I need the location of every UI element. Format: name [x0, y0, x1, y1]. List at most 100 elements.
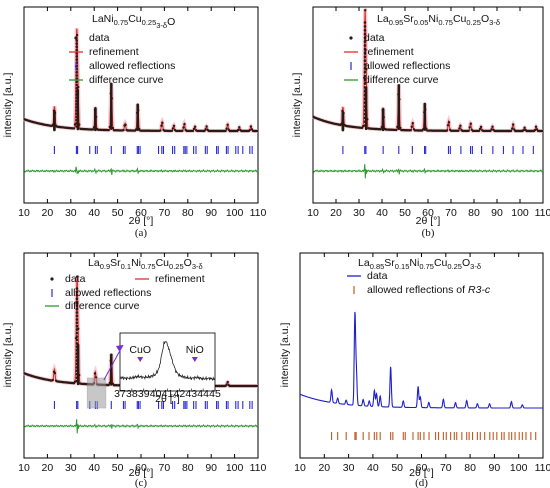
data-point — [522, 128, 525, 132]
data-point — [183, 122, 186, 126]
y-axis-title: intensity [a.u.] — [2, 73, 14, 138]
x-tick-label: 100 — [226, 207, 244, 219]
data-point — [75, 71, 78, 74]
data-point — [249, 125, 253, 128]
data-point — [468, 126, 471, 129]
data-point — [446, 124, 450, 127]
data-point — [205, 125, 208, 128]
inset-frame — [119, 332, 216, 392]
plot-frame — [312, 6, 544, 204]
data-point — [75, 33, 79, 37]
data-point — [533, 128, 537, 132]
data-point — [75, 55, 78, 58]
x-tick-label: 40 — [376, 207, 388, 219]
title-part-sub1: 0.75 — [114, 18, 129, 27]
legend-label-reflections: allowed reflections — [65, 287, 151, 299]
x-tick-label: 40 — [367, 462, 379, 474]
data-point — [397, 84, 401, 87]
data-point — [75, 77, 78, 80]
x-tick-label: 30 — [65, 207, 77, 219]
data-point — [75, 275, 79, 278]
inset-x-tick-label: 37 — [114, 388, 126, 400]
data-point — [225, 127, 228, 130]
title-part-mid: Cu — [128, 13, 142, 25]
data-point — [75, 48, 78, 52]
panel-label: (c) — [135, 477, 148, 488]
title-part-sub3: 0.75 — [438, 18, 453, 27]
data-point — [171, 127, 175, 130]
x-tick-label: 90 — [489, 462, 501, 474]
data-point — [523, 126, 526, 129]
data-point — [363, 59, 367, 62]
data-point — [237, 128, 240, 132]
legend-text-part: allowed reflections of — [367, 284, 468, 296]
data-point — [75, 86, 78, 90]
title-part-sub2: 0.1 — [121, 262, 131, 271]
title-part-sub4: 0.25 — [447, 262, 462, 271]
x-tick-label: 50 — [399, 207, 411, 219]
x-tick-label: 100 — [510, 462, 528, 474]
data-point — [363, 74, 367, 78]
data-point — [51, 378, 55, 382]
data-point — [364, 86, 368, 89]
inset-x-tick-label: 41 — [162, 388, 174, 400]
data-point — [458, 127, 461, 130]
zoom-arrow-icon — [116, 345, 123, 351]
x-axis-title: 2θ [°] — [409, 467, 434, 479]
data-point — [409, 129, 412, 132]
data-point — [136, 103, 139, 106]
title-part-sub5: 3-δ — [192, 262, 203, 271]
x-tick-label: 20 — [42, 207, 54, 219]
data-point — [75, 335, 79, 338]
title-part-mid3: Cu — [156, 257, 170, 269]
data-point — [53, 109, 56, 113]
data-point — [226, 123, 229, 126]
x-tick-label: 40 — [88, 207, 100, 219]
data-point — [75, 58, 78, 61]
data-point — [94, 107, 97, 110]
x-tick-label: 60 — [135, 207, 147, 219]
data-point — [75, 300, 79, 304]
data-curve — [299, 311, 543, 409]
data-point — [75, 83, 78, 87]
data-point — [447, 121, 451, 124]
x-tick-label: 80 — [182, 462, 194, 474]
inset: 37 38 39 40 41 42 43 44 45 2θ [°] — [114, 332, 221, 405]
x-tick-label: 110 — [250, 462, 267, 474]
title-part-sub2: 0.05 — [414, 18, 429, 27]
data-point — [107, 128, 110, 132]
title-part-sub2: 0.15 — [395, 262, 410, 271]
inset-marker-icon — [191, 357, 198, 362]
data-point — [467, 129, 470, 132]
data-point — [363, 32, 367, 36]
data-point — [478, 127, 482, 131]
legend-label-refinement: refinement — [364, 46, 414, 58]
x-tick-label: 20 — [330, 207, 342, 219]
legend-label-data: data — [364, 32, 385, 44]
data-point — [170, 129, 174, 132]
data-point — [75, 324, 79, 328]
data-point — [363, 44, 367, 47]
x-tick-label: 20 — [42, 462, 54, 474]
legend-label-difference: difference curve — [65, 300, 140, 312]
title-part-main: LaNi — [92, 13, 114, 25]
data-point — [363, 25, 367, 28]
x-tick-label: 110 — [535, 462, 550, 474]
data-point — [76, 343, 80, 347]
data-point — [248, 128, 251, 132]
legend-label-reflections: allowed reflections — [364, 60, 450, 72]
title-part-sub3: 3-δ — [156, 21, 167, 30]
data-point — [363, 63, 367, 66]
x-tick-label: 100 — [226, 462, 244, 474]
data-point — [182, 126, 185, 129]
panel-label: (b) — [422, 227, 435, 239]
data-point — [363, 21, 367, 24]
data-point — [226, 380, 229, 384]
data-point — [411, 122, 414, 125]
composition-title: La0.95Sr0.05Ni0.75Cu0.25O3-δ — [377, 13, 500, 27]
panel-d: 10 20 30 40 50 60 70 80 90 100 110 2θ [°] intensity … — [279, 252, 550, 488]
legend-label-refinement: refinement — [155, 273, 205, 285]
x-tick-label: 30 — [65, 462, 77, 474]
x-tick-label: 60 — [416, 462, 428, 474]
y-axis-title: intensity [a.u.] — [2, 323, 14, 388]
